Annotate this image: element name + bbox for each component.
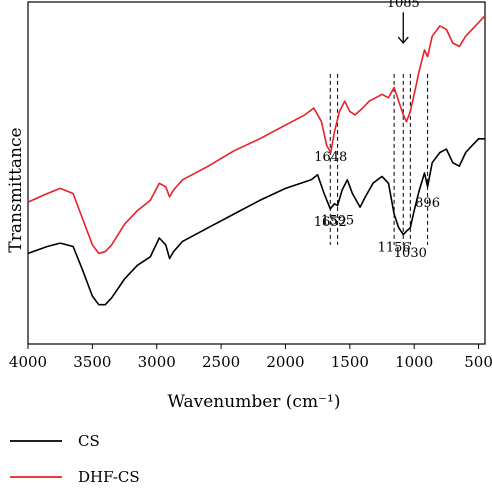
x-tick-label-500: 500	[464, 353, 492, 371]
annotation-1030: 1030	[394, 246, 427, 261]
annotation-1085: 1085	[387, 0, 420, 11]
x-axis-ticks: 4000 3500 3000 2500 2000 1500 1000 500	[9, 344, 492, 371]
x-axis-label: Wavenumber (cm⁻¹)	[168, 392, 341, 412]
reference-lines	[329, 73, 429, 245]
plot-border	[27, 1, 486, 345]
arrow-head	[397, 36, 409, 45]
plot-frame	[27, 1, 486, 345]
annotation-1595: 1595	[321, 213, 354, 228]
x-tick-label-2000: 2000	[266, 353, 304, 371]
x-tick-label-1000: 1000	[395, 353, 433, 371]
legend: CS DHF-CS	[10, 432, 140, 486]
annotation-1652: 1652	[314, 215, 347, 230]
series-lines	[27, 15, 486, 306]
series-line-cs	[27, 138, 485, 306]
y-axis-label: Transmittance	[6, 127, 26, 252]
legend-label-cs: CS	[78, 432, 100, 450]
x-tick-label-4000: 4000	[9, 353, 47, 371]
legend-label-dhf-cs: DHF-CS	[78, 468, 140, 486]
x-tick-label-2500: 2500	[202, 353, 240, 371]
annotation-1156: 1156	[378, 241, 411, 256]
series-line-dhf-cs	[27, 15, 486, 255]
annotation-896: 896	[415, 196, 440, 211]
x-tick-label-1500: 1500	[331, 353, 369, 371]
x-tick-label-3500: 3500	[73, 353, 111, 371]
x-tick-label-3000: 3000	[138, 353, 176, 371]
annotation-1648: 1648	[314, 150, 347, 165]
